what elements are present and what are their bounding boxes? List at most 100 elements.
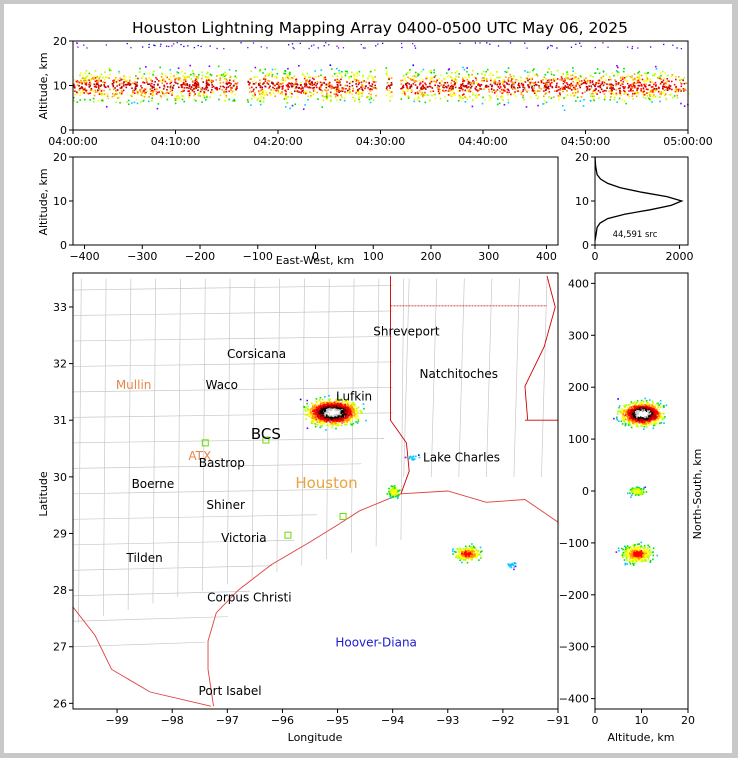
source-point: [115, 101, 118, 104]
source-point: [451, 87, 454, 90]
source-point: [524, 81, 527, 83]
source-point: [385, 67, 388, 69]
source-point: [584, 82, 587, 84]
source-point: [483, 79, 485, 82]
source-point: [450, 84, 453, 87]
source-point: [98, 80, 100, 82]
source-point: [496, 82, 499, 85]
source-point: [188, 92, 191, 95]
source-point: [464, 101, 467, 103]
source-point: [610, 92, 613, 95]
source-point: [484, 86, 487, 88]
source-point: [590, 95, 592, 98]
source-point: [76, 80, 79, 82]
source-point: [437, 87, 440, 90]
source-point: [296, 83, 299, 85]
source-point: [102, 93, 105, 95]
county-line: [72, 437, 384, 444]
source-point: [544, 89, 547, 92]
source-point: [453, 83, 456, 86]
source-point: [418, 100, 421, 103]
source-point: [190, 86, 193, 88]
source-point: [184, 78, 186, 80]
source-point: [165, 76, 167, 78]
lma-station: [339, 512, 347, 520]
source-point: [579, 42, 581, 44]
source-point: [160, 76, 163, 78]
source-point: [151, 89, 154, 92]
source-point: [101, 93, 103, 95]
source-point: [446, 75, 449, 78]
source-point: [345, 88, 347, 90]
source-point: [176, 42, 178, 44]
source-point: [198, 92, 200, 95]
source-point: [286, 76, 289, 78]
source-point: [360, 91, 362, 94]
source-point: [188, 94, 191, 97]
source-point: [303, 83, 306, 85]
source-point: [485, 70, 487, 73]
source-point: [271, 73, 274, 76]
source-point: [640, 74, 643, 77]
source-point: [632, 98, 634, 100]
source-point: [119, 77, 122, 80]
source-point: [341, 87, 344, 89]
source-point: [89, 85, 91, 87]
source-point: [391, 91, 393, 93]
source-point: [655, 68, 658, 70]
source-point: [549, 82, 552, 85]
source-point: [218, 98, 220, 101]
source-point: [174, 99, 177, 102]
source-point: [617, 66, 619, 69]
lma-figure: Houston Lightning Mapping Array 0400-050…: [37, 19, 713, 744]
source-point: [311, 77, 314, 80]
source-point: [129, 76, 131, 78]
source-point: [310, 92, 313, 94]
source-point: [139, 88, 142, 91]
county-line: [72, 488, 340, 495]
source-point: [221, 89, 224, 91]
source-point: [353, 74, 356, 76]
source-point: [406, 85, 408, 87]
source-point: [191, 89, 194, 91]
source-point: [129, 83, 132, 86]
source-point: [574, 72, 577, 75]
source-point: [355, 80, 358, 83]
source-point: [401, 92, 404, 95]
source-point: [457, 90, 460, 93]
map-source-point: [345, 409, 348, 411]
source-point: [136, 84, 138, 87]
histogram-line: [594, 156, 684, 241]
source-point: [506, 70, 509, 73]
source-point: [450, 87, 452, 89]
source-point: [488, 99, 491, 101]
source-point: [309, 91, 311, 93]
source-point: [204, 75, 207, 78]
source-point: [198, 86, 201, 89]
source-point: [544, 73, 547, 76]
source-point: [531, 88, 534, 91]
source-point: [346, 84, 349, 87]
source-point: [73, 85, 76, 88]
source-point: [683, 82, 686, 85]
source-point: [178, 96, 181, 99]
source-point: [80, 86, 83, 88]
source-point: [94, 70, 97, 72]
source-point: [73, 86, 76, 89]
source-point: [171, 91, 174, 94]
source-point: [219, 79, 221, 81]
river-border: [524, 275, 556, 421]
source-point: [175, 98, 178, 100]
source-point: [429, 82, 431, 85]
source-point: [555, 90, 558, 92]
source-point: [264, 90, 267, 93]
source-point: [447, 84, 450, 87]
source-point: [533, 87, 535, 89]
source-point: [574, 88, 577, 91]
source-point: [590, 86, 593, 89]
source-point: [225, 79, 227, 82]
source-point: [319, 89, 322, 91]
source-point: [125, 86, 128, 89]
source-point: [657, 77, 660, 79]
source-point: [279, 92, 282, 95]
